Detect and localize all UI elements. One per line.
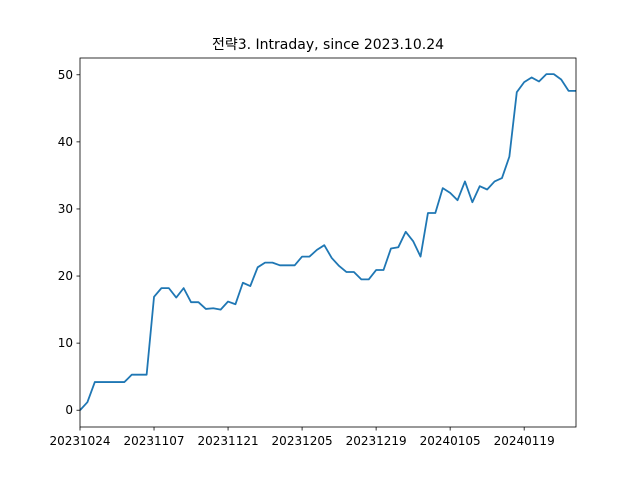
y-tick-label: 50 — [58, 68, 73, 82]
y-tick-label: 20 — [58, 269, 73, 283]
x-tick-label: 20240119 — [494, 434, 555, 448]
x-tick-label: 20240105 — [420, 434, 481, 448]
x-axis: 20231024 20231107 20231121 20231205 20231219… — [49, 427, 555, 448]
series-line — [79, 73, 576, 411]
y-tick-label: 0 — [65, 403, 73, 417]
x-tick-label: 20231205 — [272, 434, 333, 448]
y-tick-label: 30 — [58, 202, 73, 216]
x-tick-label: 20231121 — [198, 434, 259, 448]
x-tick-label: 20231024 — [49, 434, 110, 448]
x-tick-label: 20231107 — [123, 434, 184, 448]
plot-frame — [79, 57, 577, 428]
chart-title: 전략3. Intraday, since 2023.10.24 — [212, 37, 444, 53]
y-tick-label: 10 — [58, 336, 73, 350]
y-tick-label: 40 — [58, 135, 73, 149]
plot-area — [79, 73, 576, 411]
y-axis: 0 10 20 30 40 50 — [58, 68, 80, 417]
x-tick-label: 20231219 — [346, 434, 407, 448]
